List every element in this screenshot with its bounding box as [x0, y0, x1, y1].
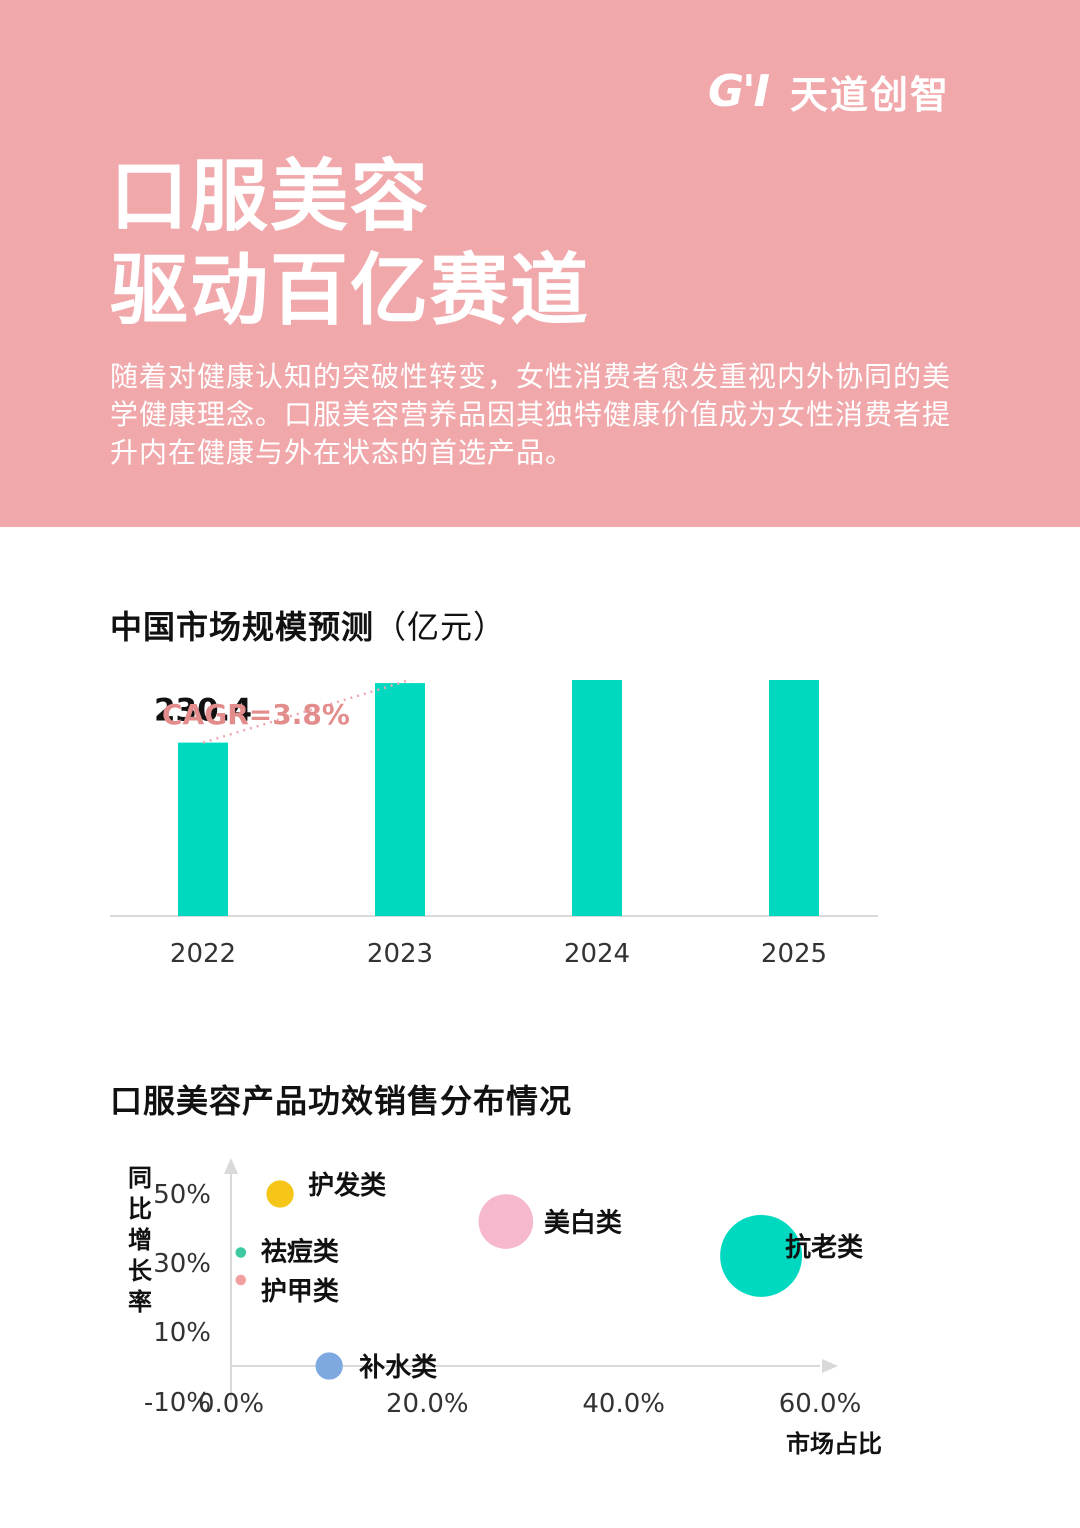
bubble-护甲类: [235, 1274, 247, 1286]
hero-banner: G'I 天道创智 口服美容 驱动百亿赛道 随着对健康认知的突破性转变，女性消费者…: [0, 0, 1080, 527]
efficacy-bubble-chart: -10% 10% 30% 50% 0.0% 20.0% 40.0% 60.0% 同比增长率市场占…: [128, 1158, 882, 1458]
y-tick-label-10pct: 10%: [153, 1318, 211, 1348]
bubble-祛痘类: [235, 1247, 247, 1258]
bubble-label-补水类: 补水类: [359, 1353, 437, 1383]
x-tick-label-2025: 2025: [761, 939, 827, 969]
bubble-补水类: [315, 1352, 343, 1380]
y-axis-title: 同比增长率: [128, 1164, 153, 1316]
bubble-label-护发类: 护发类: [308, 1170, 386, 1201]
hero-title-line-1: 口服美容: [110, 152, 431, 242]
x-tick-label-20.0pct: 20.0%: [386, 1389, 469, 1419]
hero-title-line-2: 驱动百亿赛道: [110, 246, 591, 336]
y-tick-label-50pct: 50%: [153, 1180, 211, 1210]
bar-2022: [178, 742, 228, 916]
x-axis-arrow: [822, 1359, 838, 1373]
x-tick-label-2022: 2022: [170, 939, 236, 969]
y-tick-label-30pct: 30%: [153, 1249, 211, 1279]
x-axis-title: 市场占比: [786, 1430, 882, 1458]
bar-chart-title-main: 中国市场规模预测: [110, 608, 375, 646]
bar-chart-title-unit: （亿元）: [374, 608, 507, 646]
bar-2024: [572, 680, 622, 916]
brand-logo: G'I 天道创智: [708, 62, 950, 120]
cagr-annotation: CAGR=3.8%: [162, 698, 350, 731]
brand-name: 天道创智: [789, 72, 950, 117]
brand-mark: G'I: [708, 65, 770, 117]
bar-value-label-2022: 230.4: [154, 693, 252, 729]
bubble-chart-title: 口服美容产品功效销售分布情况: [110, 1082, 573, 1120]
bubble-护发类: [266, 1180, 294, 1208]
bubble-label-美白类: 美白类: [544, 1208, 622, 1239]
bar-chart-title: 中国市场规模预测（亿元）: [110, 602, 506, 648]
bubble-label-祛痘类: 祛痘类: [261, 1236, 339, 1267]
bubble-label-护甲类: 护甲类: [261, 1277, 339, 1307]
bar-2025: [769, 680, 819, 916]
bubble-美白类: [478, 1194, 534, 1249]
x-tick-label-40.0pct: 40.0%: [582, 1389, 665, 1419]
market-size-bar-chart: 230.4237.4245.7255.72022202320242025CAGR…: [110, 680, 878, 969]
x-tick-label-2024: 2024: [564, 939, 630, 969]
x-tick-label-0.0pct: 0.0%: [198, 1389, 264, 1419]
y-tick-label--10pct: -10%: [144, 1388, 211, 1418]
y-axis-arrow: [224, 1158, 238, 1174]
x-tick-label-60.0pct: 60.0%: [779, 1389, 862, 1419]
hero-description: 随着对健康认知的突破性转变，女性消费者愈发重视内外协同的美学健康理念。口服美容营…: [110, 360, 952, 469]
bubble-label-抗老类: 抗老类: [785, 1232, 863, 1263]
bubble-抗老类: [720, 1214, 803, 1297]
bar-2023: [375, 683, 425, 916]
hero-title: 口服美容 驱动百亿赛道: [110, 150, 590, 338]
x-tick-label-2023: 2023: [367, 939, 433, 969]
